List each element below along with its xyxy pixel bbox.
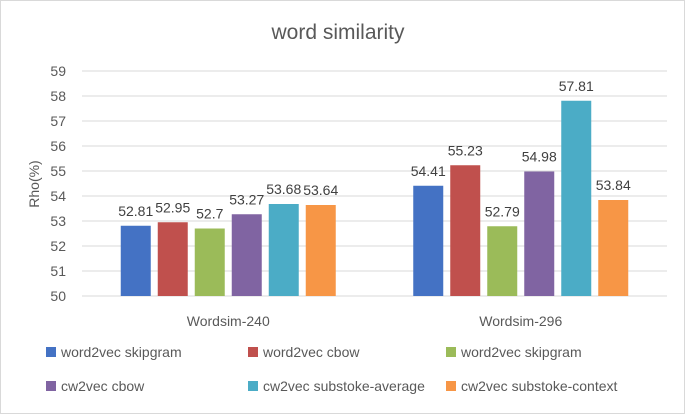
- legend-swatch: [46, 381, 56, 391]
- y-axis-label: Rho(%): [26, 160, 42, 207]
- legend-swatch: [248, 347, 258, 357]
- bar: [120, 225, 151, 296]
- data-label: 53.84: [596, 177, 631, 193]
- bar: [524, 171, 555, 296]
- y-tick-label: 51: [50, 263, 66, 279]
- y-tick-label: 55: [50, 163, 66, 179]
- chart-title: word similarity: [270, 21, 405, 44]
- y-tick-labels: 50 51 52 53 54 55 56 57 58 59: [50, 63, 66, 304]
- legend-entry: cw2vec substoke-average: [263, 378, 425, 394]
- bar: [598, 200, 629, 296]
- bar: [268, 204, 299, 296]
- data-label: 52.79: [485, 203, 520, 219]
- legend-entry: word2vec cbow: [262, 344, 360, 360]
- data-label: 52.95: [155, 199, 190, 215]
- y-tick-label: 53: [50, 213, 66, 229]
- y-tick-label: 50: [50, 288, 66, 304]
- y-tick-label: 57: [50, 113, 66, 129]
- data-label: 54.41: [411, 163, 446, 179]
- bar: [450, 165, 481, 296]
- legend-swatch: [46, 347, 56, 357]
- bar: [231, 214, 262, 296]
- x-tick-label: Wordsim-296: [479, 313, 562, 329]
- legend-swatch: [446, 347, 456, 357]
- legend-swatch: [248, 381, 258, 391]
- data-label: 57.81: [559, 78, 594, 94]
- bar: [413, 185, 444, 296]
- x-tick-label: Wordsim-240: [187, 313, 270, 329]
- bar: [157, 222, 188, 296]
- bar: [194, 228, 225, 296]
- bar: [487, 226, 518, 296]
- legend-swatch: [446, 381, 456, 391]
- legend-entry: word2vec skipgram: [60, 344, 182, 360]
- y-tick-label: 58: [50, 88, 66, 104]
- data-label: 52.7: [196, 206, 223, 222]
- x-tick-labels: Wordsim-240 Wordsim-296: [187, 313, 563, 329]
- y-tick-label: 59: [50, 63, 66, 79]
- data-label: 53.68: [266, 181, 301, 197]
- bar: [305, 205, 336, 296]
- y-tick-label: 52: [50, 238, 66, 254]
- legend-entry: cw2vec cbow: [61, 378, 145, 394]
- bars: [120, 100, 629, 296]
- y-tick-label: 56: [50, 138, 66, 154]
- legend-entry: word2vec skipgram: [460, 344, 582, 360]
- data-label: 53.64: [303, 182, 338, 198]
- y-tick-label: 54: [50, 188, 66, 204]
- data-label: 55.23: [448, 142, 483, 158]
- legend-entry: cw2vec substoke-context: [461, 378, 618, 394]
- data-label: 54.98: [522, 149, 557, 165]
- data-label: 52.81: [118, 203, 153, 219]
- legend: word2vec skipgram word2vec cbow word2vec s…: [46, 344, 618, 394]
- data-label: 53.27: [229, 191, 264, 207]
- bar: [561, 100, 592, 296]
